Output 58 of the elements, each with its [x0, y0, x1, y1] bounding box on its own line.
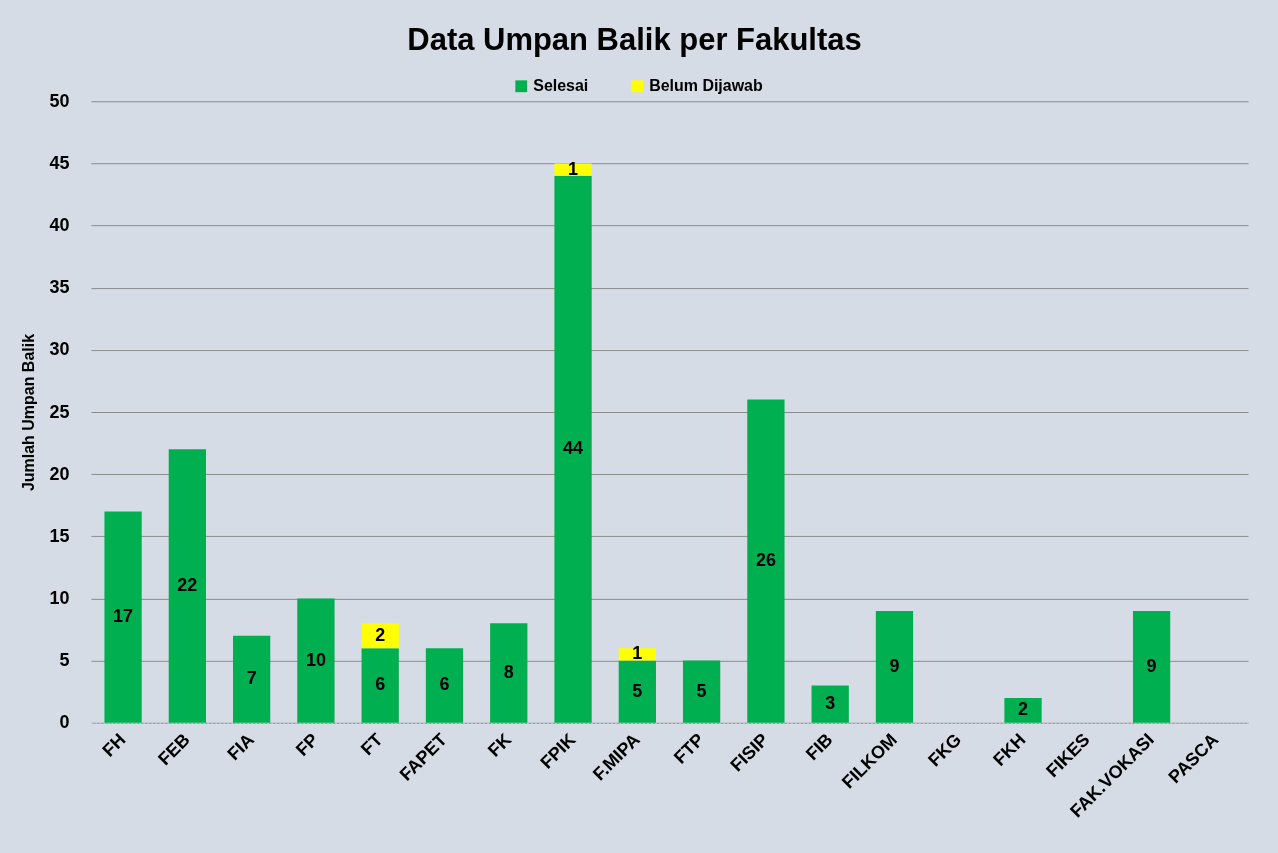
data-label: 7 — [246, 668, 257, 689]
x-tick-label: FIA — [223, 729, 259, 765]
data-label: 10 — [305, 649, 326, 670]
bar — [554, 163, 592, 176]
y-tick-label: 50 — [49, 90, 70, 111]
y-tick-label: 45 — [49, 152, 70, 173]
y-tick-label: 15 — [49, 525, 70, 546]
data-label: 5 — [632, 680, 643, 701]
data-label: 3 — [825, 693, 836, 714]
y-tick-label: 25 — [49, 401, 70, 422]
bar — [618, 660, 656, 723]
bar — [361, 648, 399, 723]
data-label: 44 — [563, 438, 584, 459]
legend-label: Selesai — [533, 77, 589, 95]
bar — [490, 623, 528, 723]
x-tick-label: FH — [98, 729, 130, 761]
y-tick-label: 35 — [49, 277, 70, 298]
y-tick-label: 30 — [49, 339, 70, 360]
data-label: 2 — [375, 624, 386, 645]
data-label: 9 — [889, 655, 900, 676]
x-tick-label: FT — [356, 729, 387, 760]
y-tick-label: 40 — [49, 215, 70, 236]
x-tick-label: FK — [484, 729, 516, 761]
bar — [168, 449, 206, 723]
bar — [682, 660, 721, 723]
bar — [104, 511, 142, 723]
data-label: 6 — [375, 674, 386, 695]
data-label: 1 — [568, 158, 579, 179]
bar — [1132, 610, 1171, 723]
data-label: 6 — [439, 674, 450, 695]
legend-label: Belum Dijawab — [649, 77, 763, 95]
bar — [232, 635, 271, 723]
bar — [875, 610, 914, 723]
bar — [425, 648, 464, 723]
bar — [811, 685, 849, 723]
data-label: 22 — [177, 575, 198, 596]
bar — [618, 648, 656, 661]
data-label: 8 — [503, 662, 514, 683]
y-tick-label: 0 — [59, 712, 70, 733]
y-tick-label: 20 — [49, 463, 70, 484]
x-tick-label: FP — [291, 729, 323, 760]
bar — [747, 399, 785, 723]
bar — [361, 623, 399, 649]
bar — [554, 175, 592, 723]
bar — [1004, 697, 1042, 723]
data-label: 5 — [696, 680, 707, 701]
data-label: 17 — [113, 606, 134, 627]
data-label: 26 — [755, 550, 776, 571]
data-label: 9 — [1146, 655, 1157, 676]
y-tick-label: 5 — [59, 650, 70, 671]
y-axis-title: Jumlah Umpan Balik — [20, 333, 38, 492]
x-tick-label: FTP — [669, 729, 708, 768]
bar — [297, 598, 335, 723]
data-label: 2 — [1018, 699, 1029, 720]
x-tick-label: FIB — [801, 729, 837, 765]
y-tick-label: 10 — [49, 587, 70, 608]
chart-title: Data Umpan Balik per Fakultas — [407, 22, 862, 58]
data-label: 1 — [632, 643, 643, 664]
